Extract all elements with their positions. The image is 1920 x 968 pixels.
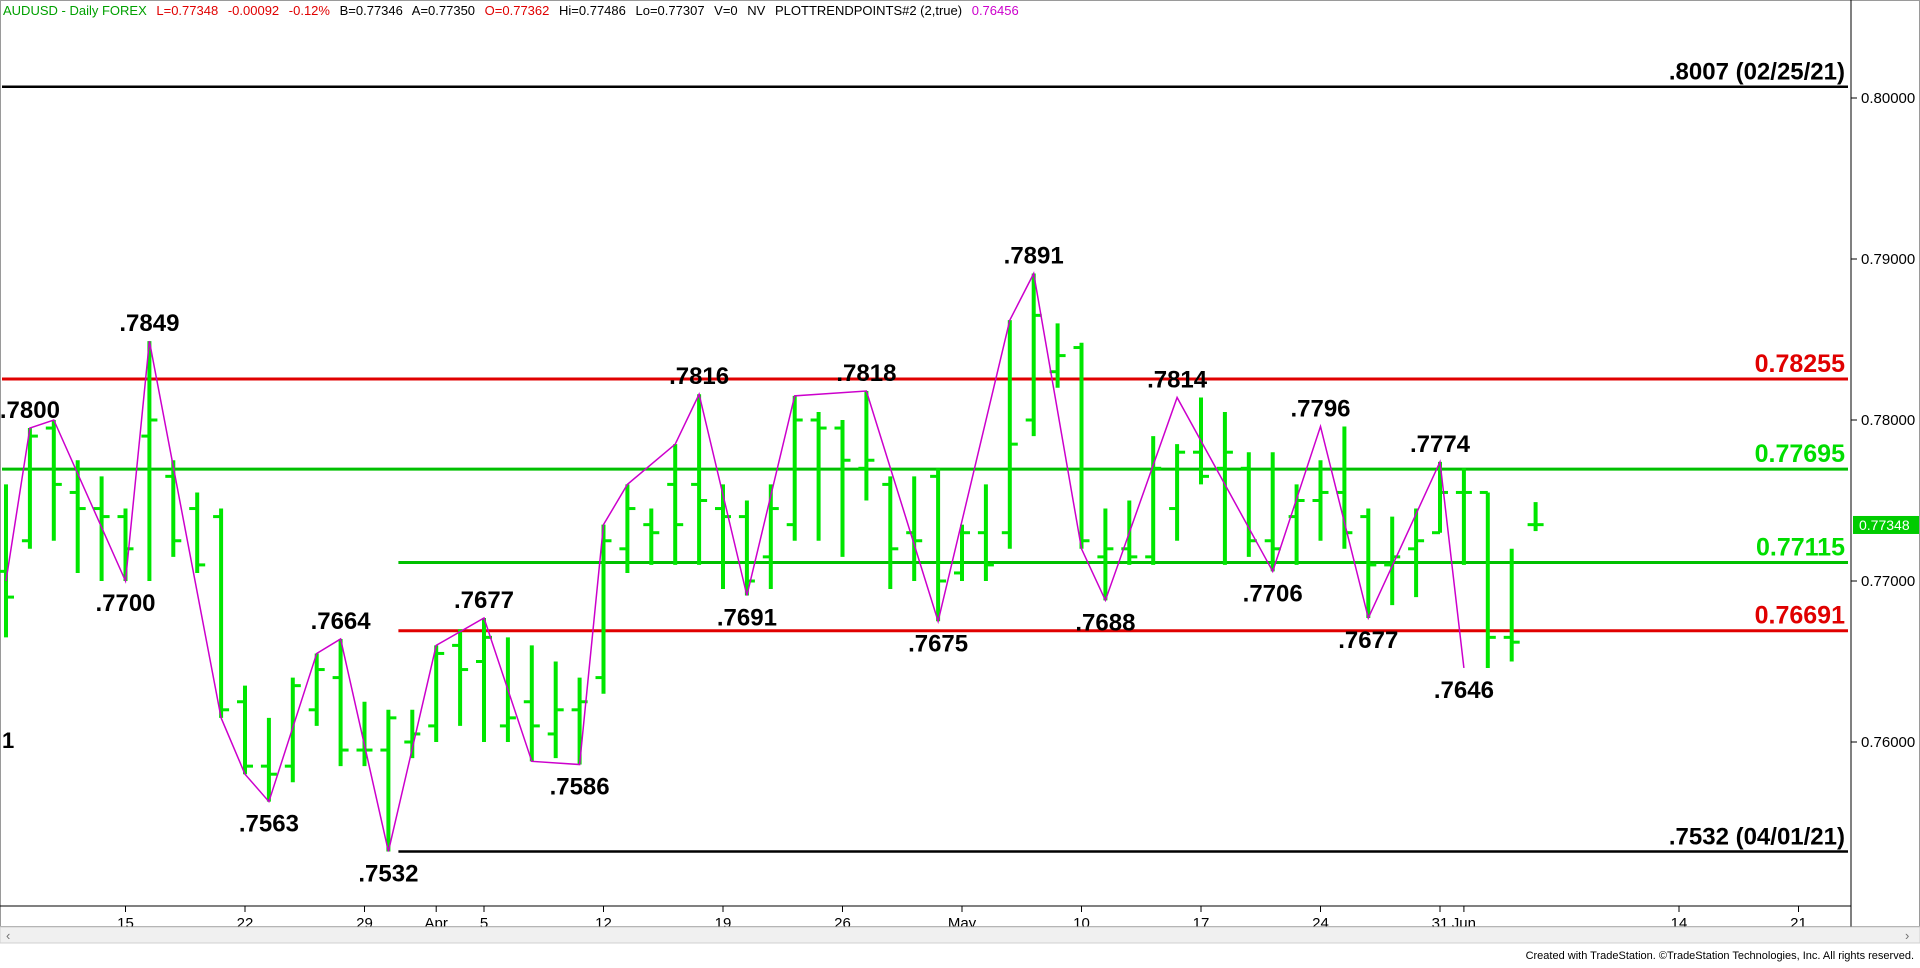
swing-label: .7664: [311, 608, 372, 635]
swing-label: .7586: [550, 774, 610, 801]
x-tick-label: 5: [480, 915, 488, 932]
swing-label: .7532: [358, 860, 418, 887]
swing-label: .7796: [1290, 395, 1350, 422]
header-line: AUDUSD - Daily FOREX L=0.77348 -0.00092 …: [3, 3, 1019, 18]
left-edge-label: 1: [2, 728, 14, 753]
header-volume: V=0: [714, 3, 738, 18]
header-nv: NV: [747, 3, 765, 18]
header-high: Hi=0.77486: [559, 3, 626, 18]
swing-label: .7700: [95, 590, 155, 617]
chart-border: [0, 0, 1920, 927]
horizontal-levels: .8007 (02/25/21) 0.78255 0.77695 0.77115 0.7…: [2, 59, 1848, 853]
swing-label: .7818: [836, 360, 896, 387]
footer-credit: Created with TradeStation. ©TradeStation…: [1526, 950, 1914, 962]
last-price-label: 0.77348: [1859, 517, 1910, 533]
swing-label: .7691: [717, 604, 777, 631]
header-open: O=0.77362: [485, 3, 550, 18]
scroll-right-icon[interactable]: ›: [1905, 928, 1909, 943]
swing-label: .7675: [908, 630, 968, 657]
swing-label: .7677: [1338, 627, 1398, 654]
y-tick-label: 0.78000: [1861, 412, 1915, 429]
header-low: Lo=0.77307: [636, 3, 705, 18]
y-axis: 0.80000 0.79000 0.78000 0.77000 0.76000 0.773…: [1851, 90, 1919, 751]
swing-label: .7677: [454, 587, 514, 614]
level-label: 0.76691: [1755, 602, 1845, 630]
header-indicator-value: 0.76456: [972, 3, 1019, 18]
y-tick-label: 0.76000: [1861, 734, 1915, 751]
swing-label: .7774: [1410, 431, 1471, 458]
trend-zigzag-line: [5, 271, 1465, 852]
scroll-left-icon[interactable]: ‹: [6, 928, 10, 943]
ohlc-bars: [0, 273, 1544, 852]
header-indicator: PLOTTRENDPOINTS#2 (2,true): [775, 3, 962, 18]
swing-label: .7646: [1434, 677, 1494, 704]
level-label: .8007 (02/25/21): [1669, 59, 1845, 86]
swing-label: .7849: [119, 310, 179, 337]
level-label: 0.77115: [1756, 533, 1845, 561]
level-label: 0.77695: [1755, 440, 1845, 468]
last-price-marker: [1853, 515, 1919, 534]
header-change: -0.00092: [228, 3, 279, 18]
level-label: .7532 (04/01/21): [1669, 823, 1845, 850]
header-last: L=0.77348: [156, 3, 218, 18]
swing-label: .7706: [1243, 580, 1303, 607]
swing-label: .7814: [1147, 366, 1208, 393]
header-symbol: AUDUSD - Daily FOREX: [3, 3, 147, 18]
chart-frame: [0, 0, 1920, 927]
swing-label: .7688: [1075, 609, 1135, 636]
trend-points-zigzag: [5, 271, 1465, 852]
header-change-pct: -0.12%: [289, 3, 331, 18]
horizontal-scrollbar[interactable]: ‹ ›: [0, 926, 1920, 944]
swing-labels: .7800 .7700 .7849 .7563 .7664 .7532 .7677 .7586…: [0, 242, 1494, 887]
y-tick-label: 0.79000: [1861, 251, 1915, 268]
swing-label: .7816: [669, 363, 729, 390]
swing-label: .7563: [239, 811, 299, 838]
header-ask: A=0.77350: [412, 3, 475, 18]
y-tick-label: 0.77000: [1861, 573, 1915, 590]
swing-label: .7891: [1004, 242, 1064, 269]
y-tick-label: 0.80000: [1861, 90, 1915, 107]
level-label: 0.78255: [1755, 350, 1845, 378]
header-bid: B=0.77346: [340, 3, 403, 18]
swing-label: .7800: [0, 397, 60, 424]
